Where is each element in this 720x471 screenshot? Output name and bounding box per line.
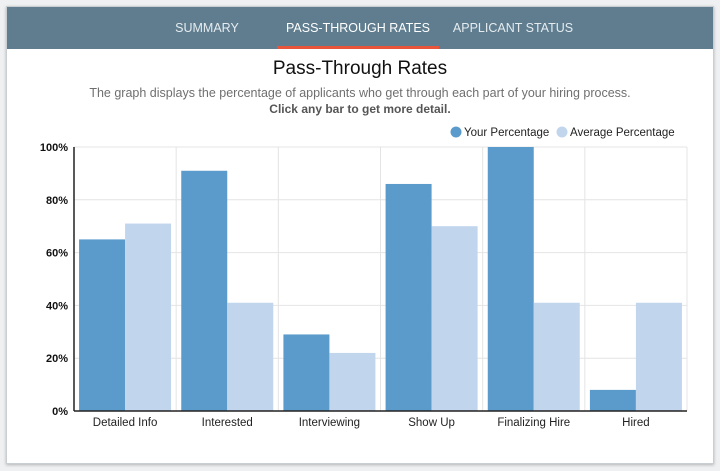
tab-applicant-status-label: APPLICANT STATUS: [452, 21, 574, 35]
legend-label-average-percentage: Average Percentage: [570, 127, 675, 139]
legend-label-your-percentage: Your Percentage: [464, 127, 549, 139]
click-hint: Click any bar to get more detail.: [269, 102, 451, 116]
bar-your-percentage[interactable]: [181, 170, 228, 411]
bar-average-percentage[interactable]: [533, 302, 580, 411]
bar-layer: [79, 147, 682, 411]
page-title: Pass-Through Rates: [272, 58, 448, 79]
axis-layer: 0% 20% 40% 60% 80% 100% Detailed Info Intereste…: [40, 142, 687, 429]
y-tick-label: 40%: [46, 300, 68, 312]
x-category-label: Interviewing: [299, 417, 360, 429]
bar-average-percentage[interactable]: [431, 226, 478, 411]
y-tick-label: 60%: [46, 248, 68, 260]
bar-your-percentage[interactable]: [385, 183, 432, 411]
x-category-label: Hired: [622, 417, 649, 429]
chart-description: The graph displays the percentage of app…: [89, 86, 631, 100]
x-category-label: Finalizing Hire: [497, 417, 570, 429]
legend-marker-average-percentage: [556, 126, 568, 138]
x-category-label: Interested: [202, 417, 253, 429]
x-category-label: Detailed Info: [93, 417, 158, 429]
bar-average-percentage[interactable]: [227, 302, 274, 411]
bar-your-percentage[interactable]: [487, 147, 534, 411]
x-category-label: Show Up: [408, 417, 455, 429]
tab-summary[interactable]: SUMMARY: [137, 7, 277, 49]
y-tick-label: 100%: [40, 142, 68, 154]
tab-pass-through-rates[interactable]: PASS-THROUGH RATES: [277, 7, 439, 49]
bar-your-percentage[interactable]: [79, 239, 126, 411]
bar-your-percentage[interactable]: [283, 334, 330, 411]
bar-average-percentage[interactable]: [329, 352, 376, 411]
grid-layer: [74, 146, 688, 411]
bar-average-percentage[interactable]: [635, 302, 682, 411]
tab-applicant-status[interactable]: APPLICANT STATUS: [439, 7, 587, 49]
chart-card: SUMMARY PASS-THROUGH RATES APPLICANT STA…: [6, 6, 714, 464]
tab-summary-label: SUMMARY: [175, 21, 239, 35]
bar-average-percentage[interactable]: [125, 223, 172, 411]
bar-your-percentage[interactable]: [589, 389, 636, 411]
y-tick-label: 20%: [46, 353, 68, 365]
y-tick-label: 80%: [46, 195, 68, 207]
tab-bar: SUMMARY PASS-THROUGH RATES APPLICANT STA…: [7, 7, 713, 49]
y-tick-label: 0%: [52, 406, 68, 418]
active-tab-underline: [277, 46, 439, 49]
tab-pass-through-rates-label: PASS-THROUGH RATES: [286, 21, 430, 35]
pass-through-chart: 0% 20% 40% 60% 80% 100% Detailed Info Intereste…: [40, 126, 688, 429]
legend: Your Percentage Average Percentage: [450, 126, 675, 139]
legend-marker-your-percentage: [450, 126, 462, 138]
